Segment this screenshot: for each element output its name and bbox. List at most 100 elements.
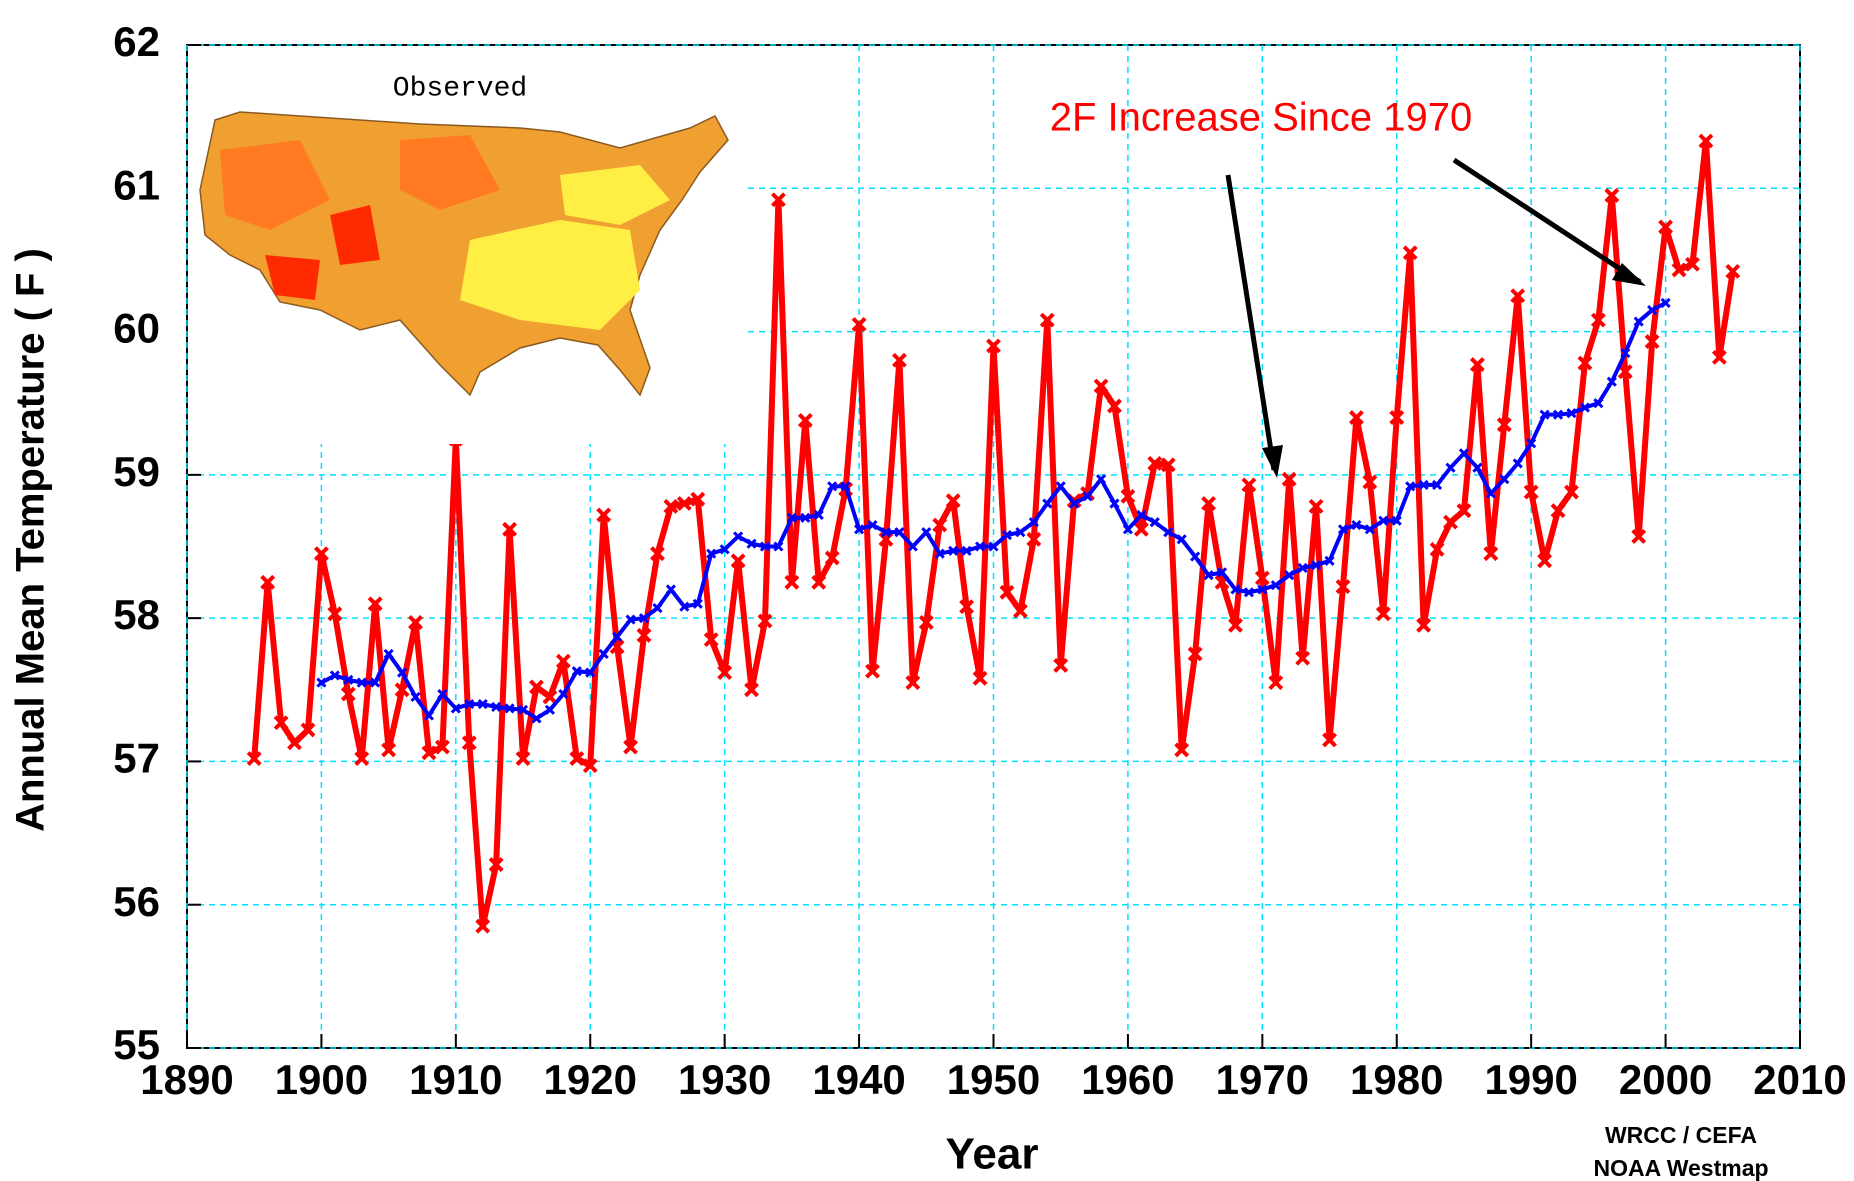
x-tick-label: 1920 — [544, 1056, 637, 1103]
point-marker — [1647, 305, 1658, 316]
point-marker — [1149, 517, 1160, 528]
point-marker — [1028, 517, 1039, 528]
point-marker — [1644, 334, 1660, 350]
arrows — [1225, 157, 1646, 478]
point-marker — [759, 541, 771, 552]
y-tick-label: 62 — [113, 18, 160, 65]
point-marker — [542, 689, 558, 705]
point-marker — [786, 512, 797, 523]
y-tick-label: 56 — [113, 878, 160, 925]
x-tick-label: 1890 — [140, 1056, 233, 1103]
point-marker — [1324, 555, 1335, 566]
point-marker — [1133, 521, 1149, 537]
point-marker — [502, 521, 518, 537]
point-marker — [625, 614, 636, 625]
point-marker — [1160, 457, 1176, 473]
point-marker — [421, 745, 437, 761]
inset-title: Observed — [393, 73, 527, 104]
annotation: 2F Increase Since 1970 — [1050, 96, 1472, 140]
x-tick-label: 1980 — [1350, 1056, 1443, 1103]
point-marker — [959, 599, 975, 615]
point-marker — [517, 704, 529, 715]
point-marker — [719, 544, 730, 555]
point-marker — [1499, 474, 1510, 485]
point-marker — [771, 192, 786, 208]
point-marker — [784, 574, 800, 590]
x-tick-label: 1990 — [1484, 1056, 1577, 1103]
point-marker — [1469, 357, 1485, 372]
y-tick-label: 59 — [113, 448, 160, 495]
point-marker — [1432, 479, 1443, 490]
point-marker — [408, 615, 423, 630]
point-marker — [907, 541, 918, 552]
point-marker — [1176, 534, 1187, 545]
point-marker — [894, 527, 905, 538]
point-marker — [555, 653, 571, 669]
credit: WRCC / CEFA — [1605, 1122, 1757, 1148]
point-marker — [437, 689, 448, 700]
point-marker — [1254, 570, 1270, 586]
point-marker — [1496, 417, 1512, 433]
point-marker — [1095, 474, 1107, 485]
point-marker — [905, 675, 921, 691]
point-marker — [1107, 398, 1122, 414]
point-marker — [1053, 658, 1069, 673]
point-marker — [1039, 312, 1055, 328]
point-marker — [733, 531, 744, 542]
point-marker — [1174, 742, 1190, 758]
point-marker — [1405, 481, 1416, 492]
point-marker — [730, 553, 746, 569]
point-marker — [663, 498, 679, 514]
point-marker — [1725, 263, 1741, 279]
point-marker — [246, 751, 262, 766]
point-marker — [854, 524, 865, 535]
point-marker — [1351, 519, 1362, 531]
point-marker — [1337, 524, 1349, 535]
x-tick-label: 1900 — [275, 1056, 368, 1103]
point-marker — [410, 691, 421, 703]
point-marker — [1416, 617, 1432, 633]
point-marker — [1458, 448, 1470, 459]
point-marker — [1203, 570, 1214, 581]
inset-map: Observed — [188, 46, 746, 444]
point-marker — [370, 677, 381, 688]
point-marker — [1270, 580, 1281, 591]
point-marker — [582, 758, 598, 774]
point-marker — [650, 546, 665, 562]
y-axis-label: Annual Mean Temperature ( F ) — [9, 248, 53, 832]
point-marker — [961, 545, 972, 556]
arrow — [1225, 174, 1277, 471]
point-marker — [1228, 617, 1243, 633]
point-marker — [840, 481, 851, 492]
point-marker — [746, 538, 757, 549]
point-marker — [638, 613, 650, 624]
point-marker — [972, 670, 988, 686]
point-marker — [918, 615, 934, 630]
point-marker — [1378, 515, 1389, 526]
point-marker — [1510, 288, 1526, 304]
x-tick-label: 1940 — [812, 1056, 905, 1103]
point-marker — [986, 338, 1001, 354]
point-marker — [1362, 474, 1378, 490]
point-marker — [1564, 484, 1579, 500]
x-tick-label: 2010 — [1753, 1056, 1846, 1103]
point-marker — [287, 735, 302, 751]
point-marker — [1566, 408, 1577, 419]
point-marker — [585, 667, 596, 678]
point-marker — [945, 493, 961, 509]
point-marker — [827, 481, 838, 492]
point-marker — [1389, 410, 1405, 425]
x-tick-label: 1960 — [1081, 1056, 1174, 1103]
point-marker — [1660, 297, 1671, 308]
point-marker — [1082, 491, 1093, 502]
x-tick-label: 2000 — [1619, 1056, 1712, 1103]
point-marker — [1042, 498, 1053, 509]
point-marker — [1230, 584, 1241, 595]
point-marker — [1539, 409, 1550, 420]
point-marker — [1523, 484, 1539, 500]
y-tick-label: 57 — [113, 735, 160, 782]
point-marker — [1483, 546, 1499, 562]
point-marker — [488, 857, 504, 873]
point-marker — [636, 627, 652, 643]
